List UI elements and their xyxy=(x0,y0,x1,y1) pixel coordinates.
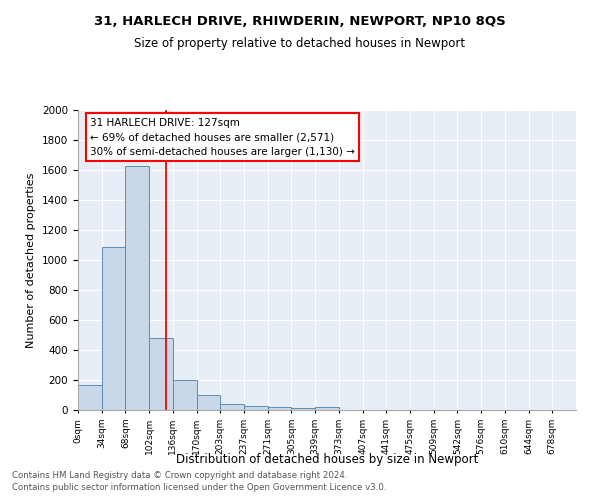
Text: 31 HARLECH DRIVE: 127sqm
← 69% of detached houses are smaller (2,571)
30% of sem: 31 HARLECH DRIVE: 127sqm ← 69% of detach… xyxy=(90,118,355,157)
Bar xyxy=(197,395,220,410)
Bar xyxy=(173,380,197,410)
Text: Contains HM Land Registry data © Crown copyright and database right 2024.: Contains HM Land Registry data © Crown c… xyxy=(12,471,347,480)
Text: Contains public sector information licensed under the Open Government Licence v3: Contains public sector information licen… xyxy=(12,484,386,492)
Bar xyxy=(315,407,339,410)
Bar xyxy=(268,407,292,410)
Bar xyxy=(78,385,102,410)
Bar xyxy=(125,166,149,410)
Text: Size of property relative to detached houses in Newport: Size of property relative to detached ho… xyxy=(134,38,466,51)
Bar xyxy=(102,247,125,410)
Y-axis label: Number of detached properties: Number of detached properties xyxy=(26,172,37,348)
Bar xyxy=(149,338,173,410)
Bar xyxy=(292,408,315,410)
Text: 31, HARLECH DRIVE, RHIWDERIN, NEWPORT, NP10 8QS: 31, HARLECH DRIVE, RHIWDERIN, NEWPORT, N… xyxy=(94,15,506,28)
Bar xyxy=(244,406,268,410)
Bar xyxy=(220,404,244,410)
Text: Distribution of detached houses by size in Newport: Distribution of detached houses by size … xyxy=(176,452,478,466)
